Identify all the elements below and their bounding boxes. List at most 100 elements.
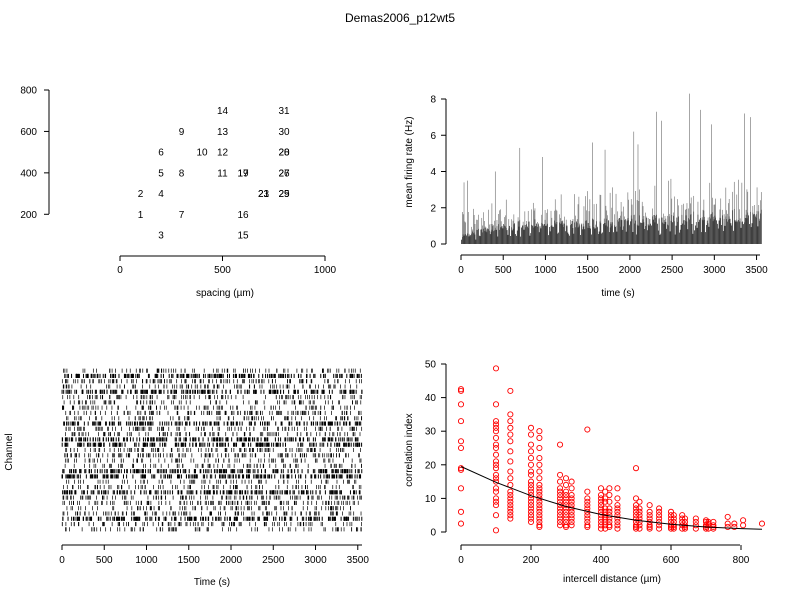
correlation-point [507,498,514,505]
correlation-point [597,502,605,509]
correlation-point [527,478,535,485]
electrode-label: 21 [258,189,270,200]
correlation-point [681,515,689,522]
correlation-point [568,491,575,499]
correlation-point [614,522,621,529]
correlation-point [536,468,543,475]
correlation-point [602,518,609,525]
correlation-point [457,401,465,408]
correlation-point [584,515,591,522]
x-tick-label: 3500 [347,555,370,566]
correlation-point [568,495,575,502]
y-axis-label: mean firing rate (Hz) [404,116,415,207]
correlation-point [507,505,514,512]
correlation-point [492,424,500,431]
correlation-point [457,444,465,452]
correlation-point [632,525,640,532]
channel-row [62,511,362,516]
correlation-point [632,515,640,522]
channel-row [61,442,363,447]
correlation-point [536,481,543,489]
y-ticks: 200 400 600 800 [20,86,49,221]
correlation-point [636,508,643,515]
x-tick-label: 500 [96,555,113,566]
correlation-point [457,520,465,527]
correlation-point [584,523,591,531]
correlation-point [584,488,591,495]
correlation-point [656,515,663,522]
correlation-point [492,495,500,502]
electrode-label: 6 [158,148,164,159]
correlation-point [492,444,500,452]
correlation-point [557,478,564,485]
correlation-point [492,461,500,468]
correlation-point [527,512,535,519]
x-tick-label: 3500 [745,265,768,276]
correlation-point [568,498,575,505]
correlation-point [557,522,564,529]
correlation-point [597,495,605,502]
correlation-point [457,418,465,425]
correlation-point [740,517,747,524]
x-tick-label: 0 [458,265,464,276]
correlation-point [656,518,663,525]
channel-row [61,522,362,527]
electrode-label: 28 [278,148,290,159]
correlation-point [597,525,605,532]
correlation-point [527,468,535,475]
channel-row [66,506,351,511]
correlation-point [492,365,500,372]
correlation-point [646,502,653,509]
correlation-point [507,502,514,509]
correlation-point [492,502,500,509]
correlation-point [492,418,500,425]
correlation-point [724,513,731,520]
correlation-point [527,431,535,438]
correlation-point [557,508,564,515]
correlation-point [507,438,514,445]
correlation-point [492,498,500,505]
x-tick-label: 2000 [619,265,642,276]
correlation-point [557,488,564,495]
channel-row [62,490,361,495]
channel-row [65,447,361,453]
correlation-point [597,485,605,492]
correlation-point [670,522,677,529]
channel-row [61,474,362,479]
x-ticks: 0 200 400 600 800 [458,545,750,566]
correlation-point [602,498,609,505]
correlation-point [568,478,575,485]
x-tick-label: 1500 [178,555,201,566]
channel-row [66,416,363,421]
correlation-point [584,522,591,529]
correlation-point [597,498,605,505]
correlation-point [614,512,621,519]
electrode-label: 5 [158,168,164,179]
x-tick-label: 0 [458,555,464,566]
electrode-label: 31 [278,106,290,117]
correlation-point [536,428,543,435]
correlation-point [646,508,653,515]
correlation-point [632,512,640,519]
channel-row [64,458,362,463]
correlation-point [646,515,653,522]
correlation-point [527,441,535,448]
electrode-label: 14 [217,106,229,117]
correlation-point [692,522,699,529]
correlation-point [568,518,575,525]
correlation-point [507,468,514,475]
x-tick-label: 600 [663,555,680,566]
x-axis-label: Time (s) [194,577,230,588]
y-axis-label: correlation index [404,413,415,486]
electrode-label: 20 [278,148,290,159]
electrode-label: 4 [158,189,164,200]
correlation-point [606,522,613,529]
x-tick-label: 1000 [135,555,158,566]
channel-row [62,405,355,410]
channel-row [66,479,357,484]
y-tick-label: 600 [20,127,37,138]
correlation-point [670,515,677,522]
correlation-point [731,523,738,531]
x-tick-label: 2500 [661,265,684,276]
